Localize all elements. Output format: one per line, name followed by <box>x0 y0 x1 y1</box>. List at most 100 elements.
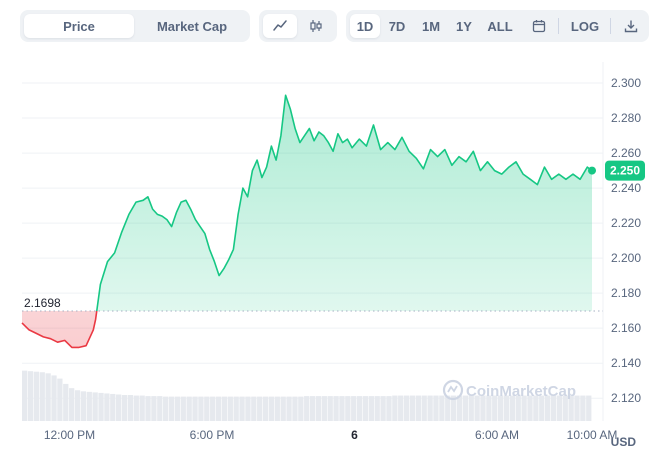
range-1y[interactable]: 1Y <box>456 18 472 34</box>
area-fill-up <box>96 95 592 312</box>
x-tick-label: 12:00 PM <box>44 428 95 442</box>
volume-bar <box>351 396 357 421</box>
volume-bar <box>403 395 410 421</box>
volume-bar <box>262 396 269 421</box>
volume-bar <box>221 396 228 421</box>
range-1m[interactable]: 1M <box>421 18 441 34</box>
volume-bar <box>74 390 81 421</box>
volume-bar <box>116 394 122 421</box>
volume-bar <box>180 396 186 421</box>
volume-bar <box>427 395 433 421</box>
volume-bar <box>527 395 533 421</box>
volume-bar <box>468 395 474 421</box>
volume-bar <box>544 395 551 421</box>
y-tick-label: 2.260 <box>611 146 641 160</box>
currency-label: USD <box>610 435 636 449</box>
range-toggle: 1D 7D 1M 1Y ALL LOG <box>346 10 649 42</box>
y-tick-label: 2.220 <box>611 216 641 230</box>
volume-bar <box>198 396 204 421</box>
coinmarketcap-logo: CoinMarketCap <box>442 379 576 401</box>
volume-bar <box>568 395 574 421</box>
volume-bar <box>280 396 286 421</box>
volume-bar <box>239 396 245 421</box>
range-7d[interactable]: 7D <box>388 18 406 34</box>
volume-bar <box>450 395 457 421</box>
volume-bar <box>157 396 163 421</box>
y-tick-label: 2.140 <box>611 356 641 370</box>
y-axis: 2.300 2.280 2.260 2.240 2.220 2.200 2.180 2.160… <box>611 76 641 405</box>
download-icon[interactable] <box>616 14 646 38</box>
volume-bar <box>327 396 333 421</box>
volume-bar <box>45 373 51 421</box>
volume-bar <box>22 370 28 421</box>
volume-bar <box>580 395 586 421</box>
volume-bar <box>151 396 157 421</box>
x-tick-label: 10:00 AM <box>567 428 618 442</box>
volume-bar <box>315 396 322 421</box>
volume-bars <box>22 370 592 421</box>
volume-bar <box>163 396 169 421</box>
volume-bar <box>562 395 568 421</box>
volume-bar <box>274 396 280 421</box>
volume-bar <box>168 396 175 421</box>
y-tick-label: 2.240 <box>611 181 641 195</box>
volume-bar <box>257 396 263 421</box>
log-scale-button[interactable]: LOG <box>570 18 600 34</box>
volume-bar <box>57 378 63 421</box>
volume-bar <box>127 395 134 421</box>
volume-bar <box>497 395 504 421</box>
volume-bar <box>421 395 427 421</box>
volume-bar <box>63 383 69 421</box>
volume-bar <box>339 396 345 421</box>
volume-bar <box>521 395 527 421</box>
volume-bar <box>69 388 75 421</box>
x-tick-label: 6 <box>351 428 358 442</box>
volume-bar <box>556 395 563 421</box>
tab-price[interactable]: Price <box>24 14 134 38</box>
volume-bar <box>304 396 310 421</box>
volume-bar <box>333 396 339 421</box>
volume-bar <box>215 396 222 421</box>
line-chart-icon[interactable] <box>263 14 297 38</box>
volume-bar <box>362 396 369 421</box>
volume-bar <box>233 396 239 421</box>
toolbar-divider <box>610 18 611 34</box>
volume-bar <box>227 396 233 421</box>
y-tick-label: 2.120 <box>611 391 641 405</box>
volume-bar <box>133 395 139 421</box>
volume-bar <box>98 392 104 421</box>
volume-bar <box>204 396 210 421</box>
area-fill-down <box>22 311 97 348</box>
volume-bar <box>345 396 351 421</box>
calendar-icon[interactable] <box>524 14 554 38</box>
volume-bar <box>586 395 592 421</box>
x-tick-label: 6:00 AM <box>475 428 519 442</box>
volume-bar <box>480 395 486 421</box>
volume-bar <box>321 396 327 421</box>
volume-bar <box>192 396 198 421</box>
candlestick-icon[interactable] <box>299 14 333 38</box>
volume-bar <box>515 395 521 421</box>
volume-bar <box>86 391 92 421</box>
range-1d[interactable]: 1D <box>350 14 380 38</box>
volume-bar <box>139 395 145 421</box>
y-tick-label: 2.300 <box>611 76 641 90</box>
toolbar-divider <box>558 18 559 34</box>
volume-bar <box>574 395 580 421</box>
y-tick-label: 2.200 <box>611 251 641 265</box>
volume-bar <box>210 396 216 421</box>
watermark-text: CoinMarketCap <box>466 383 576 400</box>
volume-bar <box>415 395 421 421</box>
range-all[interactable]: ALL <box>487 18 513 34</box>
volume-bar <box>380 396 386 421</box>
current-price-marker: 2.250 <box>588 160 645 181</box>
volume-bar <box>492 395 498 421</box>
volume-bar <box>104 393 110 421</box>
volume-bar <box>368 396 374 421</box>
tab-market-cap[interactable]: Market Cap <box>156 18 228 34</box>
price-area <box>21 94 593 349</box>
volume-bar <box>33 371 40 421</box>
volume-bar <box>286 396 292 421</box>
volume-bar <box>268 396 275 421</box>
